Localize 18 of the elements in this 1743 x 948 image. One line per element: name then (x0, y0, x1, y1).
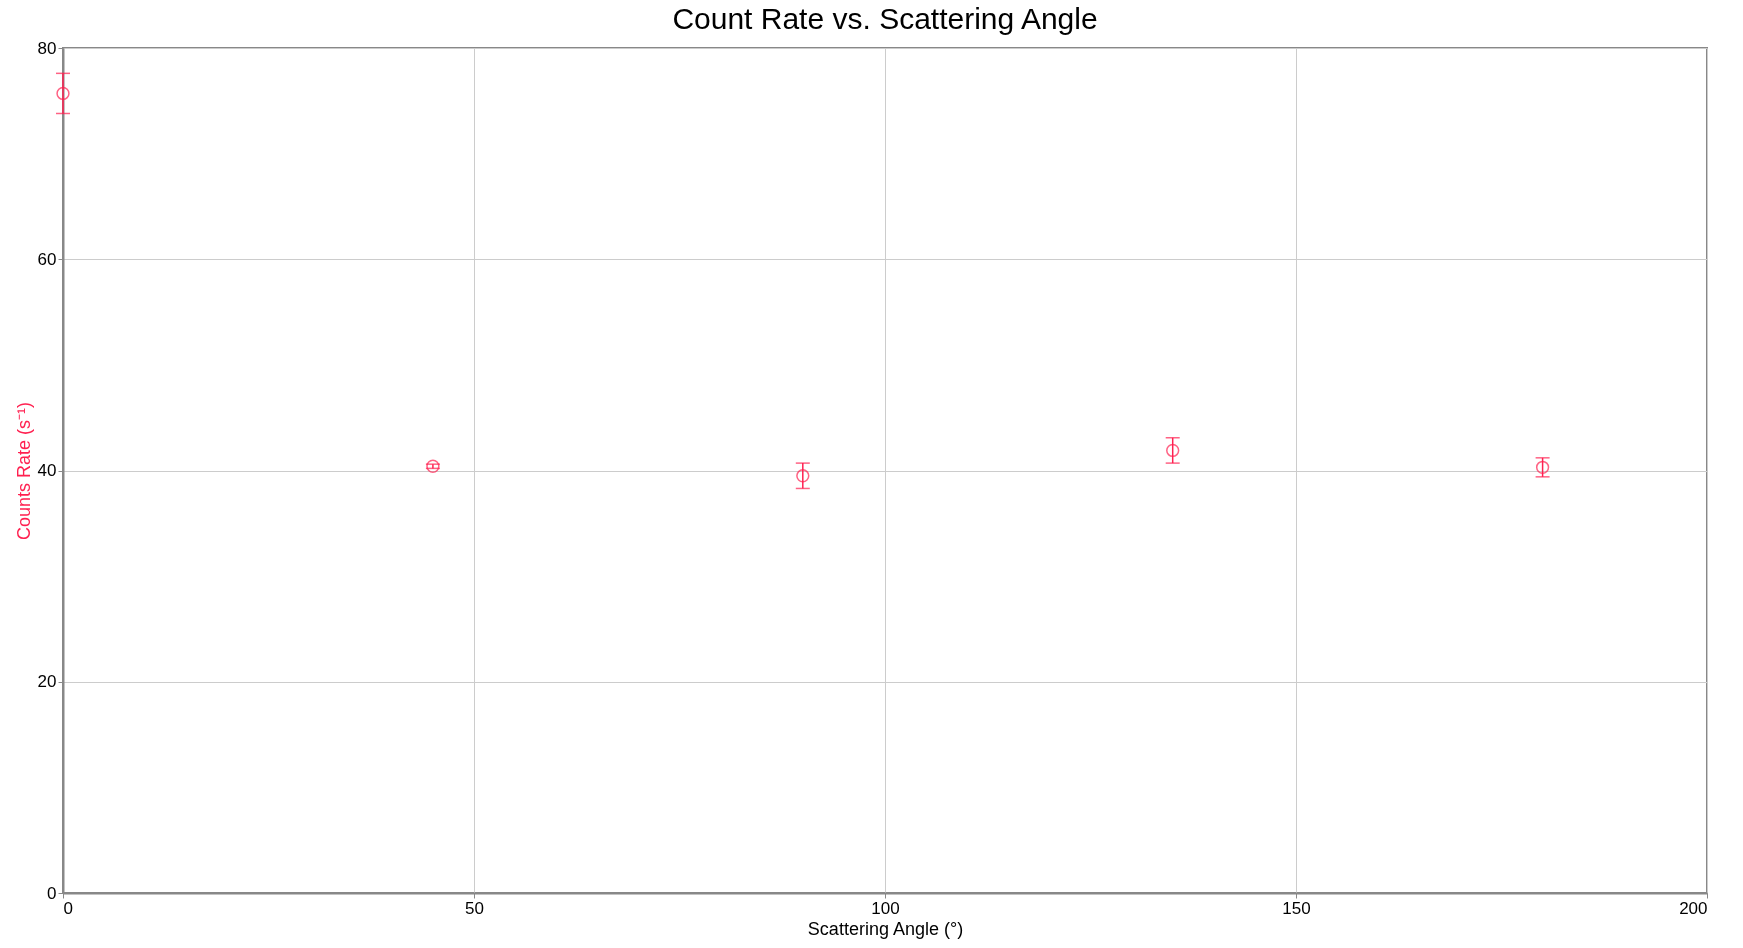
x-tick-label: 50 (465, 898, 484, 918)
y-tick-label: 0 (47, 883, 57, 903)
x-tick-label: 100 (871, 898, 900, 918)
point (426, 459, 440, 473)
y-axis-title: Counts Rate (s⁻¹) (13, 401, 34, 541)
point (796, 469, 810, 483)
point (1166, 443, 1180, 458)
y-tick-label: 60 (37, 249, 57, 269)
y-tick-label: 20 (37, 672, 57, 692)
x-tick-label: 150 (1282, 898, 1311, 918)
chart-title: Count Rate vs. Scattering Angle (672, 2, 1098, 35)
y-tick-label: 40 (37, 461, 57, 480)
x-tick-label: 200 (1679, 898, 1708, 918)
point (1535, 460, 1550, 474)
x-axis-title: Scattering Angle (°) (807, 918, 964, 939)
x-tick-label: 0 (63, 898, 73, 918)
point (56, 86, 70, 101)
y-tick-label: 80 (37, 38, 57, 58)
